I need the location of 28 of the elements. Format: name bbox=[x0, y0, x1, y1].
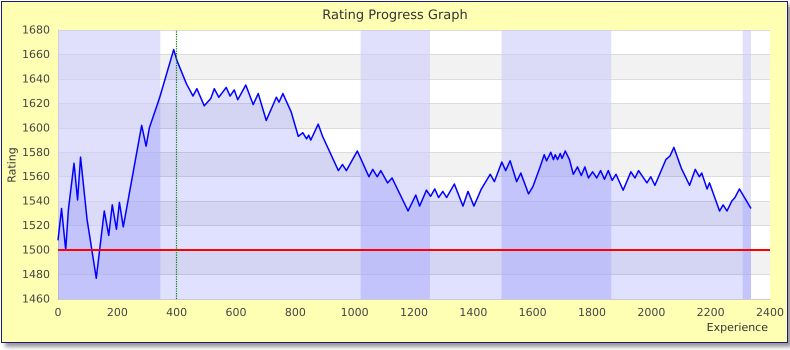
x-tick-label: 600 bbox=[226, 306, 246, 319]
x-tick-label: 1800 bbox=[578, 306, 606, 319]
x-tick-label: 2200 bbox=[696, 306, 725, 319]
x-tick-label: 1400 bbox=[459, 306, 488, 319]
y-axis-title: Rating bbox=[6, 147, 18, 183]
x-tick-label: 2400 bbox=[756, 306, 784, 319]
x-tick-label: 0 bbox=[54, 306, 62, 319]
chart-title: Rating Progress Graph bbox=[322, 8, 468, 23]
y-tick-label: 1480 bbox=[22, 268, 50, 282]
x-tick-label: 1600 bbox=[518, 306, 547, 319]
x-tick-label: 1200 bbox=[400, 306, 428, 319]
x-axis-title: Experience bbox=[706, 321, 768, 334]
x-tick-label: 400 bbox=[166, 306, 188, 319]
y-tick-label: 1460 bbox=[22, 292, 50, 306]
y-tick-label: 1640 bbox=[22, 72, 50, 86]
y-tick-label: 1520 bbox=[22, 219, 50, 232]
y-tick-label: 1580 bbox=[22, 146, 50, 159]
y-tick-label: 1680 bbox=[22, 24, 50, 36]
y-tick-label: 1540 bbox=[22, 194, 50, 208]
x-tick-label: 1000 bbox=[340, 306, 369, 319]
x-tick-label: 2000 bbox=[637, 306, 666, 319]
y-tick-label: 1500 bbox=[22, 244, 50, 257]
y-tick-label: 1560 bbox=[22, 170, 50, 184]
x-tick-label: 200 bbox=[106, 306, 128, 319]
x-tick-label: 800 bbox=[284, 306, 306, 319]
y-tick-label: 1620 bbox=[22, 96, 50, 110]
y-tick-label: 1600 bbox=[22, 121, 50, 134]
y-tick-label: 1660 bbox=[22, 48, 50, 61]
